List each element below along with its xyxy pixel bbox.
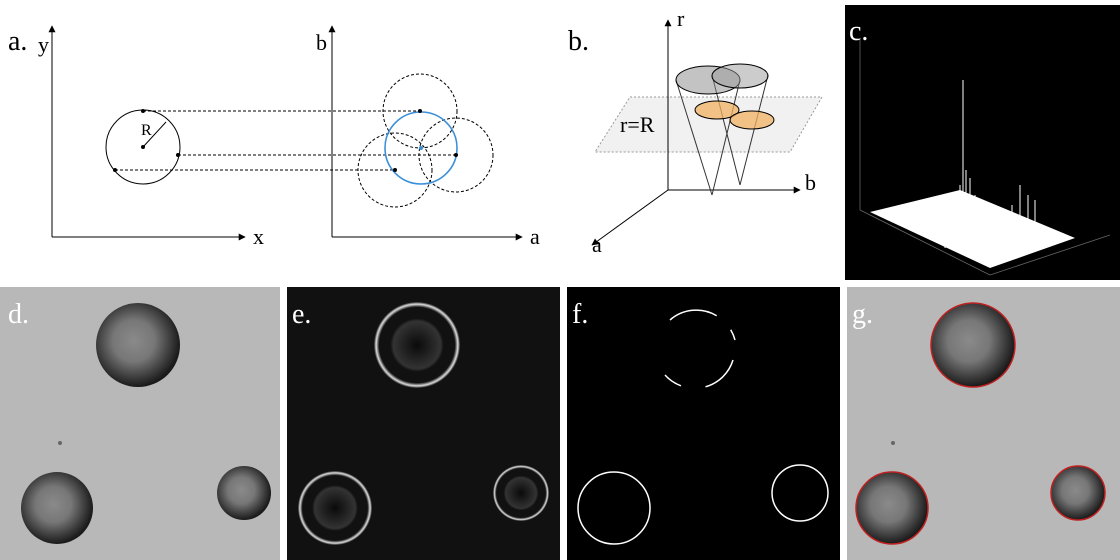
axis-label: a xyxy=(592,232,602,257)
panel-d xyxy=(0,287,280,560)
axis-label: x xyxy=(253,224,264,249)
axis-label: y xyxy=(38,32,49,57)
panel-label: a. xyxy=(8,26,27,57)
panel-label: c. xyxy=(849,16,868,47)
axis-label: b xyxy=(805,170,816,195)
plane-label: r=R xyxy=(620,112,655,137)
panel-label: f. xyxy=(572,299,588,330)
panel-c xyxy=(845,5,1120,280)
panel-g xyxy=(847,287,1120,560)
panel-label: d. xyxy=(8,299,29,330)
panel-e xyxy=(287,287,560,560)
panel-b xyxy=(591,19,823,246)
radius-label: R xyxy=(141,122,152,139)
axis-label: b xyxy=(316,30,327,55)
panel-label: g. xyxy=(852,299,873,330)
axis-label: a xyxy=(530,224,540,249)
axis-label: r xyxy=(677,6,685,31)
panel-label: e. xyxy=(292,299,311,330)
panel-f xyxy=(567,287,840,560)
panel-label: b. xyxy=(568,26,589,57)
panel-a xyxy=(48,25,523,241)
